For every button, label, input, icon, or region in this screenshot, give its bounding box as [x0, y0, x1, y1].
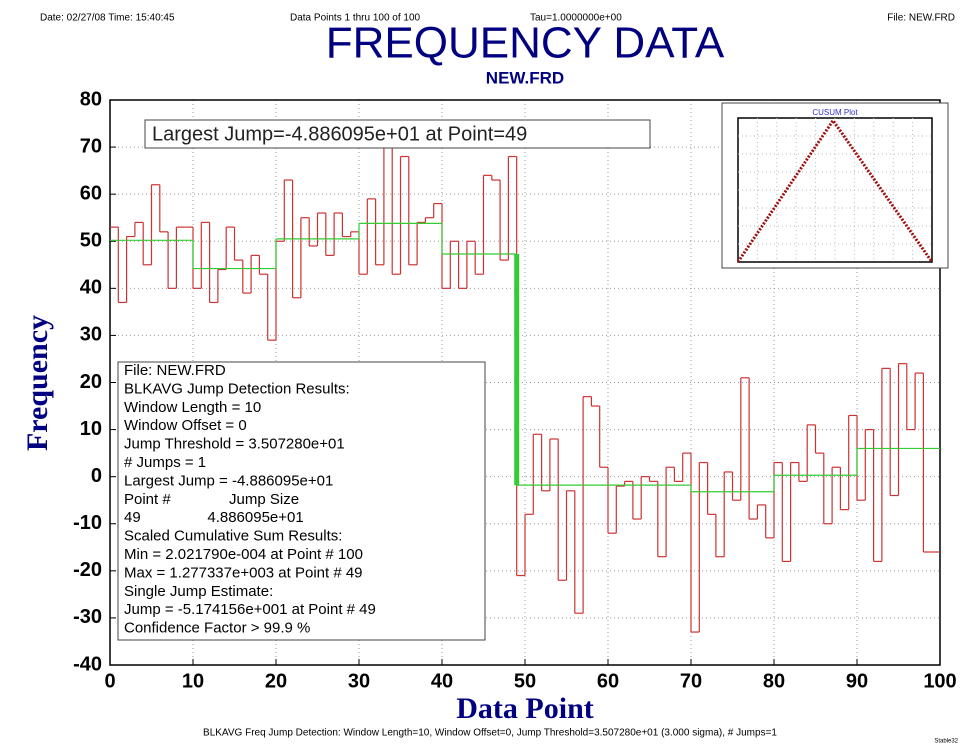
header-points: Data Points 1 thru 100 of 100	[290, 13, 421, 24]
x-tick-label: 40	[431, 670, 453, 692]
credit: Stable32	[934, 739, 958, 745]
y-tick-label: -10	[73, 512, 102, 534]
results-line: Confidence Factor > 99.9 %	[124, 620, 310, 637]
results-line: BLKAVG Jump Detection Results:	[124, 380, 350, 397]
y-tick-label: 70	[80, 135, 102, 157]
x-tick-label: 0	[104, 670, 115, 692]
annotation-box	[144, 119, 651, 149]
y-tick-label: 50	[80, 230, 102, 252]
results-line: Min = 2.021790e-004 at Point # 100	[124, 546, 363, 563]
x-tick-label: 90	[846, 670, 868, 692]
y-tick-label: 20	[80, 371, 102, 393]
x-tick-label: 30	[348, 670, 370, 692]
x-tick-label: 60	[597, 670, 619, 692]
header-date: Date: 02/27/08 Time: 15:40:45	[40, 13, 175, 24]
y-tick-label: 0	[91, 465, 102, 487]
x-tick-label: 80	[763, 670, 785, 692]
y-tick-label: 60	[80, 182, 102, 204]
inset-title: CUSUM Plot	[812, 108, 858, 117]
results-line: 49 4.886095e+01	[124, 509, 304, 526]
results-line: Scaled Cumulative Sum Results:	[124, 528, 342, 545]
results-line: Largest Jump = -4.886095e+01	[124, 472, 333, 489]
footer: BLKAVG Freq Jump Detection: Window Lengt…	[203, 728, 777, 739]
y-tick-label: 80	[80, 88, 102, 110]
y-tick-label: 30	[80, 324, 102, 346]
x-tick-label: 100	[923, 670, 956, 692]
y-tick-label: 10	[80, 418, 102, 440]
results-line: Window Offset = 0	[124, 417, 247, 434]
y-axis-label: Frequency	[21, 315, 54, 451]
x-tick-label: 70	[680, 670, 702, 692]
chart-subtitle: NEW.FRD	[486, 68, 564, 87]
results-line: Jump = -5.174156e+001 at Point # 49	[124, 601, 376, 618]
results-box	[117, 361, 486, 641]
y-tick-label: -20	[73, 559, 102, 581]
plot-area: -40 -30 -20 -10 0 10 20 30 40 50 60 70 80 0 10 20 30 40 50…	[73, 88, 957, 692]
x-tick-label: 20	[265, 670, 287, 692]
annotation: Largest Jump=-4.886095e+01 at Point=49	[152, 123, 527, 145]
x-tick-label: 50	[514, 670, 536, 692]
y-tick-label: -40	[73, 653, 102, 675]
chart-title: FREQUENCY DATA	[326, 19, 725, 68]
results-line: # Jumps = 1	[124, 454, 206, 471]
results-line: Max = 1.277337e+003 at Point # 49	[124, 564, 363, 581]
plot-frame	[109, 99, 941, 666]
y-tick-label: 40	[80, 277, 102, 299]
header-tau: Tau=1.0000000e+00	[530, 13, 622, 24]
y-tick-label: -30	[73, 606, 102, 628]
x-axis-label: Data Point	[456, 692, 594, 725]
results-line: Window Length = 10	[124, 399, 261, 416]
results-line: File: NEW.FRD	[124, 362, 226, 379]
header-file: File: NEW.FRD	[887, 13, 955, 24]
results-line: Jump Threshold = 3.507280e+01	[124, 436, 345, 453]
results-line: Point # Jump Size	[124, 491, 299, 508]
results-line: Single Jump Estimate:	[124, 583, 273, 600]
inset-line	[736, 117, 934, 263]
x-tick-label: 10	[182, 670, 204, 692]
